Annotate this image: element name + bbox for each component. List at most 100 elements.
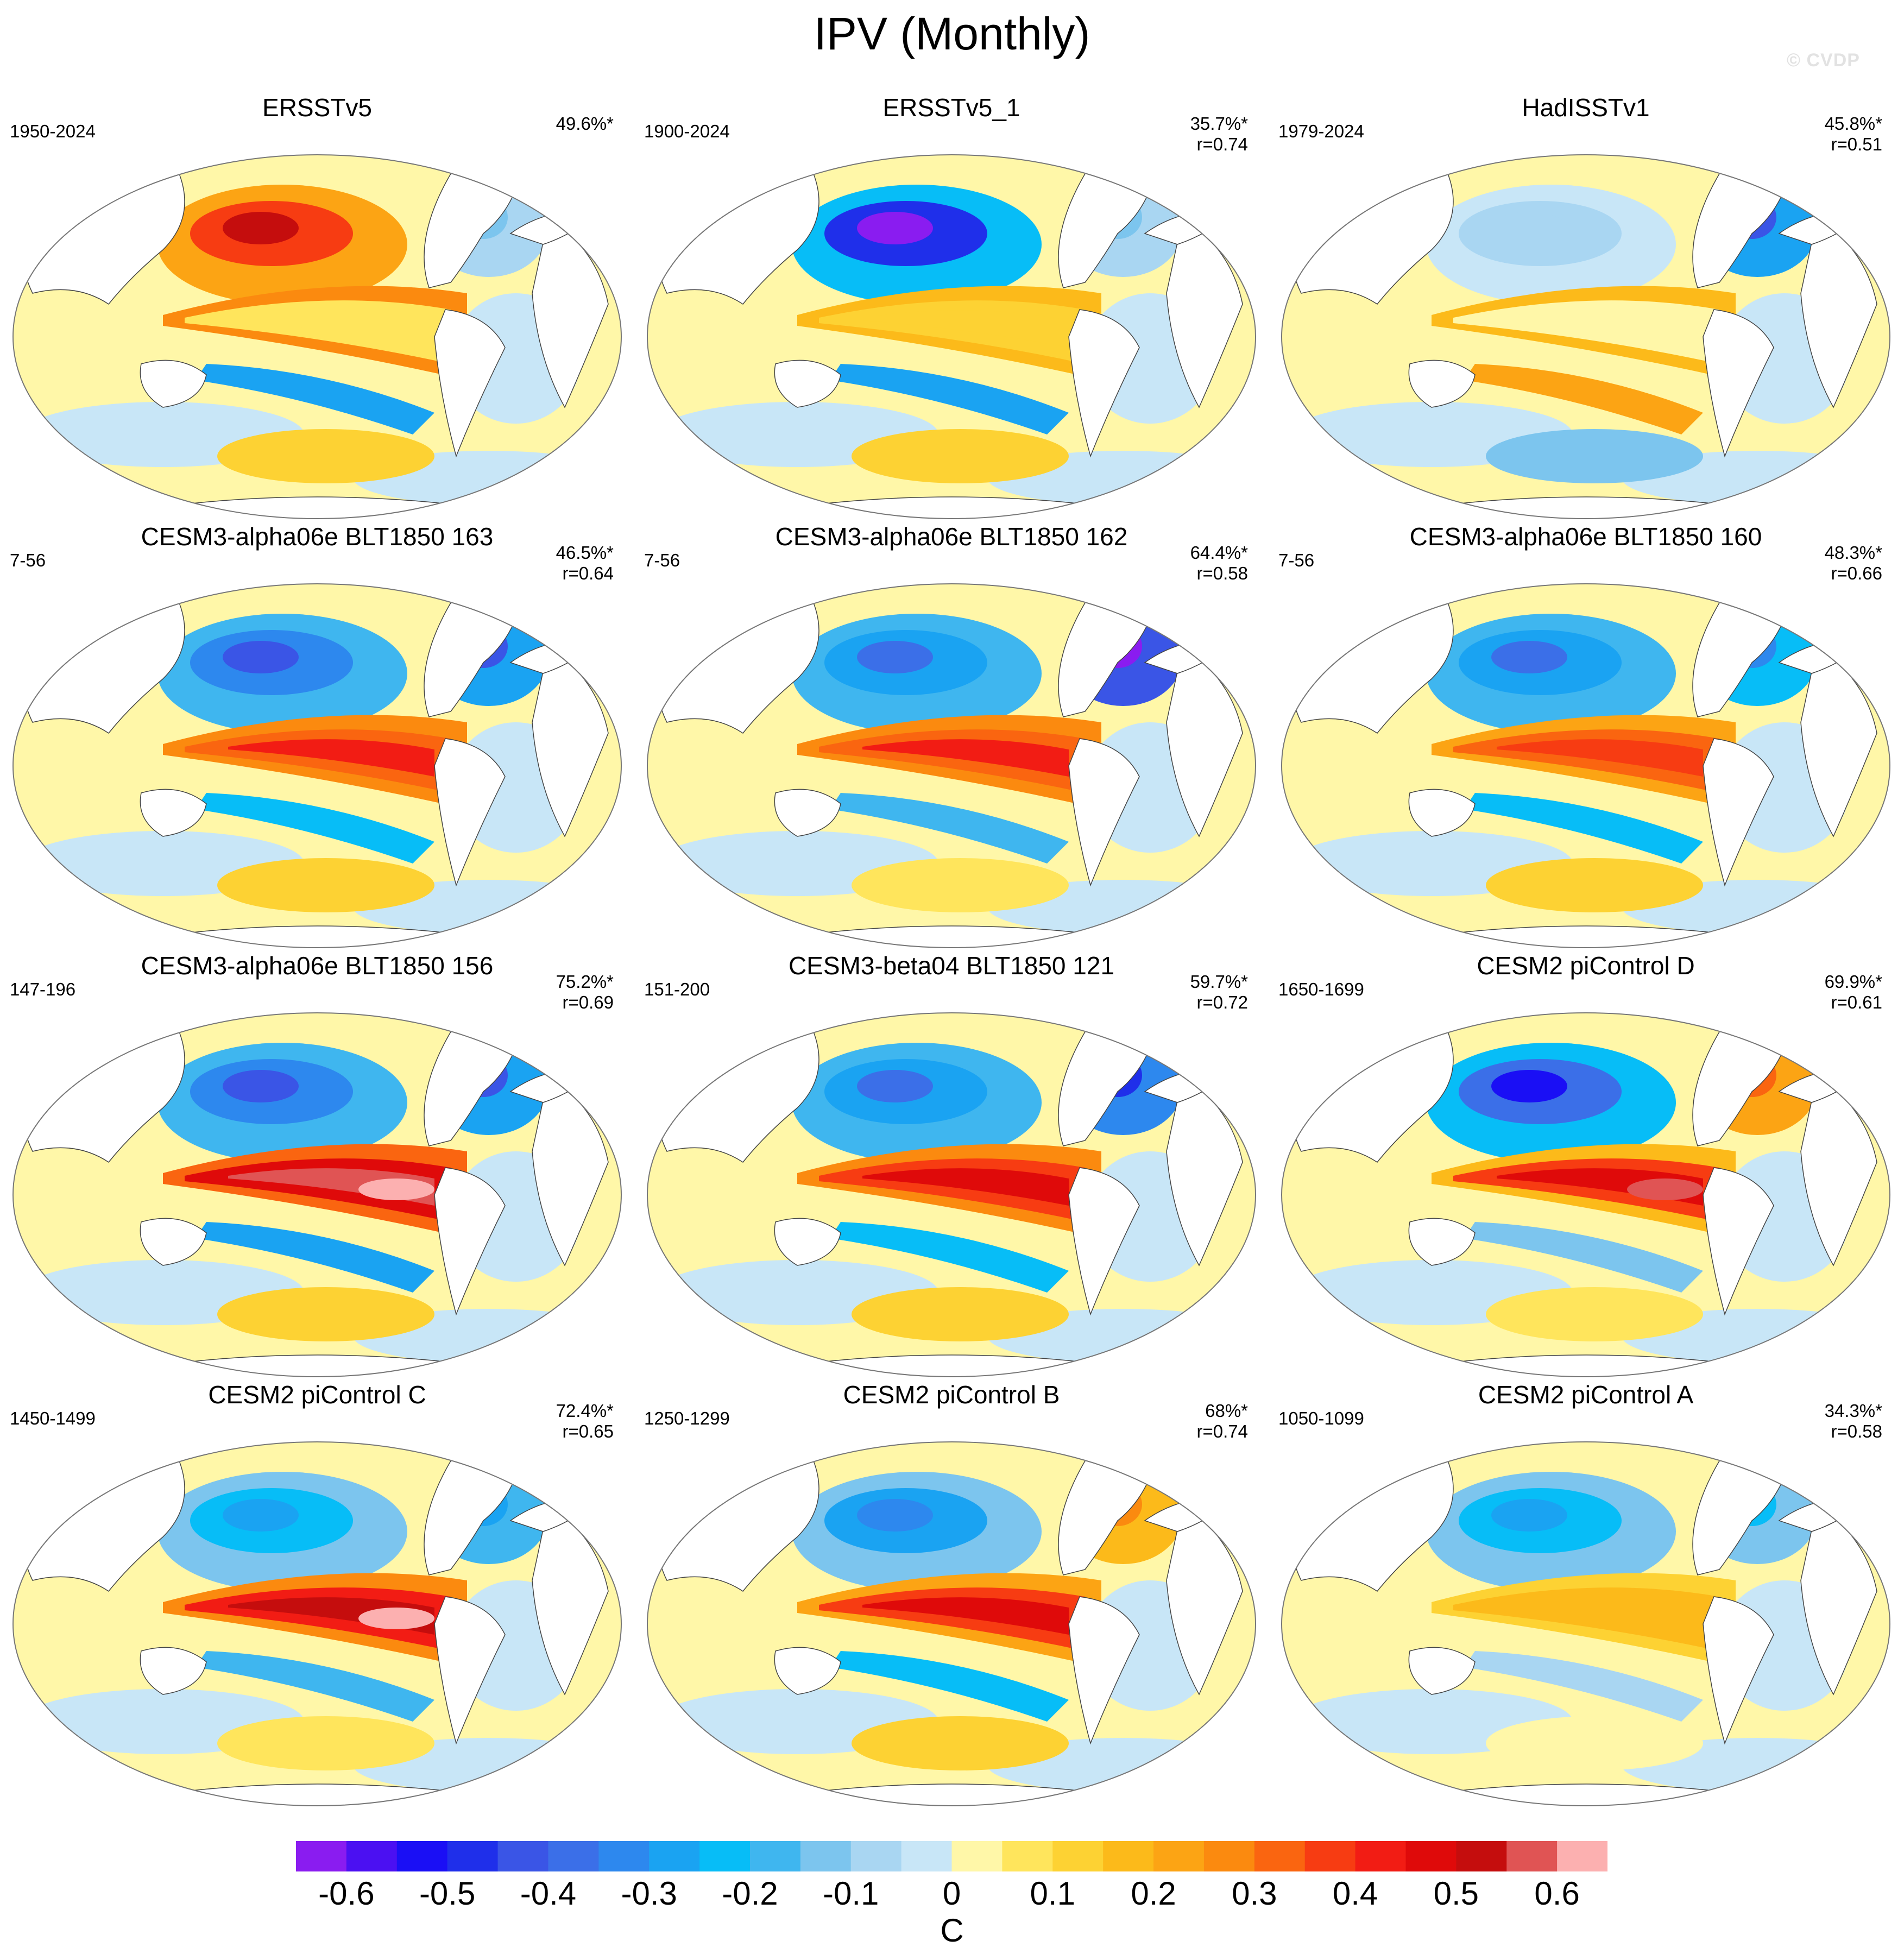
global-sst-map — [12, 154, 622, 519]
panel-period: 1050-1099 — [1278, 1408, 1364, 1428]
panel-period: 147-196 — [10, 979, 76, 999]
panel-pattern-correlation: r=0.74 — [1196, 1421, 1249, 1441]
panel-variance-pct: 59.7%* — [1190, 972, 1248, 992]
panel-variance-pct: 49.6%* — [556, 114, 614, 134]
panel-title: CESM2 piControl A — [1478, 1381, 1694, 1409]
panel-period: 7-56 — [1278, 550, 1315, 570]
colorbar-swatch — [396, 1841, 448, 1871]
panel-period: 151-200 — [644, 979, 710, 999]
global-sst-map — [647, 583, 1256, 948]
panel-title: CESM2 piControl C — [208, 1381, 426, 1409]
colorbar-units: C — [940, 1912, 964, 1949]
panel-variance-pct: 68%* — [1205, 1401, 1248, 1421]
panel-period: 7-56 — [10, 550, 46, 570]
panel-period: 1450-1499 — [10, 1408, 96, 1428]
global-sst-map — [1281, 1441, 1890, 1806]
panel-period: 1900-2024 — [644, 121, 730, 141]
colorbar-swatch — [901, 1841, 952, 1871]
panel-pattern-correlation: r=0.51 — [1831, 134, 1883, 154]
global-sst-map — [647, 1012, 1256, 1377]
colorbar-swatch — [346, 1841, 398, 1871]
panel-variance-pct: 69.9%* — [1824, 972, 1882, 992]
panel-pattern-correlation: r=0.58 — [1831, 1421, 1883, 1441]
colorbar-swatch — [1052, 1841, 1104, 1871]
colorbar-swatch — [649, 1841, 700, 1871]
panel-pattern-correlation: r=0.72 — [1196, 992, 1249, 1012]
map-panel: ERSSTv5_1 1900-2024 35.7%* r=0.74 — [634, 92, 1269, 521]
colorbar-tick-label: -0.1 — [823, 1875, 879, 1912]
global-sst-map — [647, 1441, 1256, 1806]
panel-pattern-correlation: r=0.66 — [1831, 563, 1883, 583]
global-sst-map — [1281, 154, 1890, 519]
colorbar-tick-label: 0.3 — [1232, 1875, 1277, 1912]
panel-title: HadISSTv1 — [1522, 93, 1650, 122]
colorbar-swatch — [296, 1841, 347, 1871]
panel-period: 1979-2024 — [1278, 121, 1364, 141]
global-sst-map — [12, 583, 622, 948]
global-sst-map — [1281, 583, 1890, 948]
colorbar — [296, 1841, 1607, 1871]
colorbar-tick-label: 0 — [942, 1875, 961, 1912]
colorbar-swatch — [951, 1841, 1003, 1871]
map-panel: CESM2 piControl B 1250-1299 68%* r=0.74 — [634, 1379, 1269, 1808]
colorbar-swatch — [850, 1841, 902, 1871]
colorbar-tick-label: -0.2 — [722, 1875, 778, 1912]
colorbar-swatch — [1506, 1841, 1558, 1871]
panel-pattern-correlation: r=0.61 — [1831, 992, 1883, 1012]
colorbar-swatch — [1304, 1841, 1356, 1871]
colorbar-swatch — [1254, 1841, 1306, 1871]
map-panel: CESM2 piControl C 1450-1499 72.4%* r=0.65 — [0, 1379, 634, 1808]
map-panel: HadISSTv1 1979-2024 45.8%* r=0.51 — [1269, 92, 1903, 521]
panel-variance-pct: 34.3%* — [1824, 1401, 1882, 1421]
map-panel: CESM2 piControl A 1050-1099 34.3%* r=0.58 — [1269, 1379, 1903, 1808]
panel-period: 7-56 — [644, 550, 680, 570]
colorbar-swatch — [699, 1841, 751, 1871]
panel-title: CESM3-alpha06e BLT1850 160 — [1409, 522, 1762, 551]
colorbar-tick-label: 0.4 — [1332, 1875, 1378, 1912]
colorbar-swatch — [749, 1841, 801, 1871]
watermark: © CVDP — [1787, 50, 1860, 71]
panel-period: 1250-1299 — [644, 1408, 730, 1428]
panel-pattern-correlation: r=0.65 — [562, 1421, 614, 1441]
panel-variance-pct: 75.2%* — [556, 972, 614, 992]
colorbar-swatch — [548, 1841, 599, 1871]
panel-pattern-correlation: r=0.58 — [1196, 563, 1249, 583]
panel-period: 1650-1699 — [1278, 979, 1364, 999]
panel-variance-pct: 64.4%* — [1190, 543, 1248, 563]
panel-pattern-correlation: r=0.69 — [562, 992, 614, 1012]
panel-variance-pct: 48.3%* — [1824, 543, 1882, 563]
panel-pattern-correlation: r=0.64 — [562, 563, 614, 583]
global-sst-map — [12, 1012, 622, 1377]
colorbar-tick-label: -0.6 — [318, 1875, 375, 1912]
colorbar-tick-label: 0.5 — [1433, 1875, 1479, 1912]
colorbar-swatch — [1153, 1841, 1205, 1871]
panel-title: CESM3-beta04 BLT1850 121 — [788, 951, 1115, 980]
map-panel: CESM3-alpha06e BLT1850 156 147-196 75.2%* r… — [0, 950, 634, 1379]
panel-period: 1950-2024 — [10, 121, 96, 141]
colorbar-tick-label: -0.5 — [419, 1875, 476, 1912]
panel-variance-pct: 35.7%* — [1190, 114, 1248, 134]
map-panel: CESM3-alpha06e BLT1850 160 7-56 48.3%* r=0.… — [1269, 521, 1903, 950]
panel-variance-pct: 46.5%* — [556, 543, 614, 563]
colorbar-tick-label: 0.6 — [1534, 1875, 1580, 1912]
panel-title: CESM2 piControl D — [1477, 951, 1695, 980]
panel-title: ERSSTv5 — [262, 93, 372, 122]
map-panel: CESM3-alpha06e BLT1850 163 7-56 46.5%* r=0.… — [0, 521, 634, 950]
colorbar-tick-label: -0.3 — [621, 1875, 677, 1912]
colorbar-swatch — [1405, 1841, 1457, 1871]
colorbar-swatch — [497, 1841, 548, 1871]
colorbar-swatch — [1002, 1841, 1053, 1871]
map-panel: CESM3-alpha06e BLT1850 162 7-56 64.4%* r=0.… — [634, 521, 1269, 950]
colorbar-swatch — [1557, 1841, 1607, 1871]
colorbar-swatch — [598, 1841, 650, 1871]
colorbar-swatch — [447, 1841, 499, 1871]
map-panel: CESM2 piControl D 1650-1699 69.9%* r=0.61 — [1269, 950, 1903, 1379]
global-sst-map — [1281, 1012, 1890, 1377]
colorbar-swatch — [1203, 1841, 1255, 1871]
colorbar-swatch — [1103, 1841, 1154, 1871]
global-sst-map — [12, 1441, 622, 1806]
colorbar-tick-label: 0.1 — [1030, 1875, 1075, 1912]
panel-variance-pct: 45.8%* — [1824, 114, 1882, 134]
page-title: IPV (Monthly) — [814, 8, 1090, 59]
panel-variance-pct: 72.4%* — [556, 1401, 614, 1421]
